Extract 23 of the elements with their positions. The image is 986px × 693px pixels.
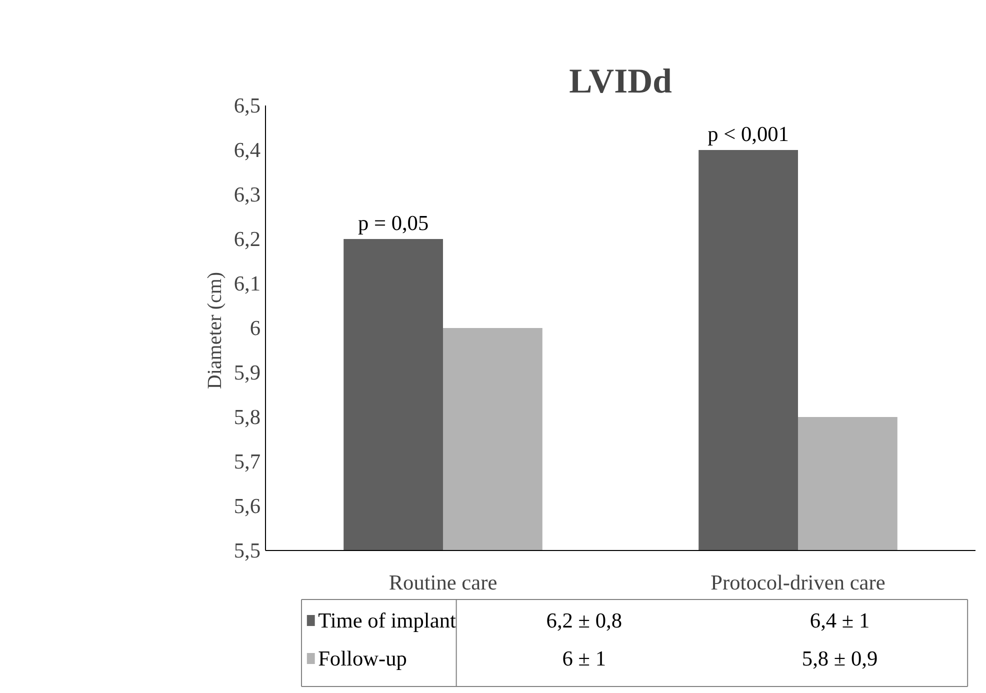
y-tick-label: 5,5 [234, 538, 261, 562]
y-tick-label: 5,8 [234, 405, 261, 429]
x-tick-label: Protocol-driven care [710, 570, 886, 594]
y-tick-label: 6,5 [234, 94, 261, 118]
y-tick-label: 5,7 [234, 450, 261, 474]
y-axis-title: Diameter (cm) [204, 272, 226, 390]
data-label: 6,2 ± 0,8 [546, 608, 622, 632]
annotation: p < 0,001 [708, 122, 789, 146]
legend-label: Time of implant [318, 608, 456, 632]
y-tick-label: 6,2 [234, 227, 261, 251]
y-tick-label: 5,9 [234, 360, 261, 384]
data-label: 6,4 ± 1 [810, 608, 870, 632]
data-label: 6 ± 1 [562, 646, 606, 670]
x-tick-label: Routine care [388, 570, 498, 594]
y-tick-label: 6,1 [234, 272, 261, 296]
annotation: p = 0,05 [358, 211, 429, 235]
y-tick-label: 6 [250, 316, 261, 340]
y-tick-label: 6,4 [234, 138, 261, 162]
legend-label: Follow-up [318, 646, 407, 670]
chart-title: LVIDd [569, 62, 672, 100]
data-label: 5,8 ± 0,9 [802, 646, 878, 670]
y-tick-label: 6,3 [234, 182, 261, 206]
y-tick-label: 5,6 [234, 494, 261, 518]
